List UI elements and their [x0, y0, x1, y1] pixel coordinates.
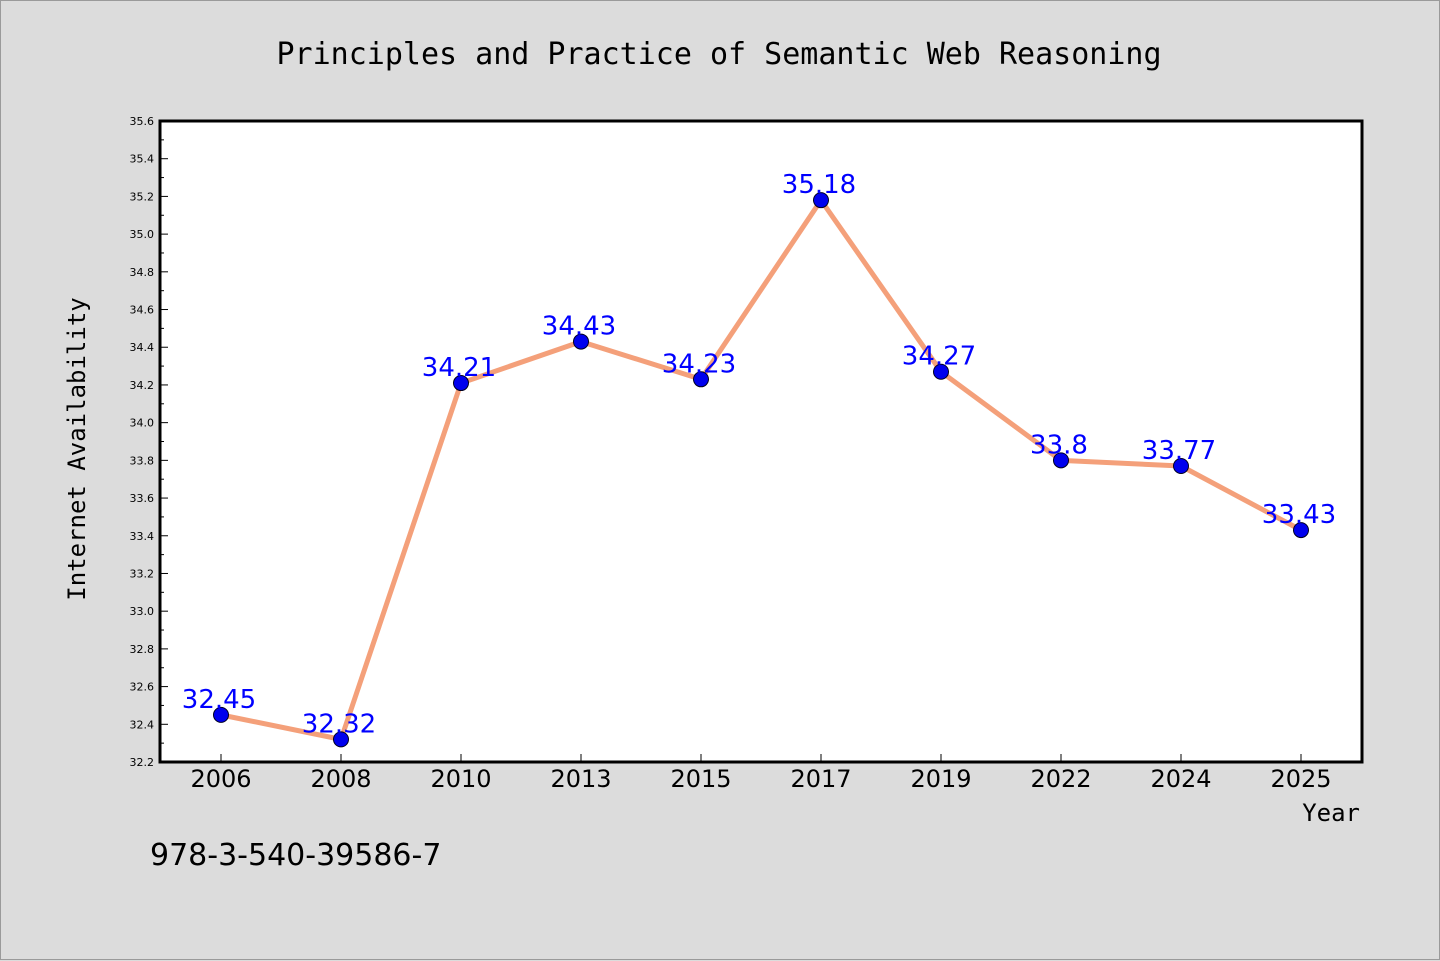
data-label: 34.23	[662, 349, 736, 379]
data-point	[1053, 452, 1069, 469]
data-label: 32.45	[182, 685, 256, 715]
y-tick-label: 34.0	[130, 417, 155, 430]
data-point	[1293, 522, 1309, 539]
data-label: 34.27	[902, 342, 976, 372]
data-point	[453, 375, 469, 392]
data-point	[933, 363, 949, 380]
plot-area	[158, 119, 1364, 764]
data-label: 33.43	[1262, 500, 1336, 530]
y-tick-label: 34.4	[130, 341, 155, 354]
y-tick-label: 33.2	[130, 567, 155, 580]
x-tick-label: 2006	[190, 765, 251, 793]
x-tick-label: 2017	[790, 765, 851, 793]
y-tick-label: 35.0	[130, 228, 155, 241]
x-tick-label: 2013	[550, 765, 611, 793]
x-tick-label: 2019	[910, 765, 971, 793]
y-tick-label: 32.2	[130, 756, 155, 769]
data-point	[1173, 458, 1189, 475]
y-tick-label: 32.8	[130, 643, 155, 656]
y-axis-title: Internet Availability	[63, 297, 91, 600]
y-tick-label: 35.6	[130, 115, 155, 128]
y-tick-label: 35.4	[130, 153, 155, 166]
data-label: 32.32	[302, 709, 376, 739]
data-point	[813, 192, 829, 209]
series-line	[220, 197, 1303, 742]
data-label: 34.21	[422, 353, 496, 383]
x-tick-label: 2008	[310, 765, 371, 793]
data-point	[333, 731, 349, 748]
y-tick-label: 33.8	[130, 454, 155, 467]
x-axis: 2006 2008 2010 2013 2015 2017 2019 2022 2024 2025	[190, 754, 1332, 793]
data-label: 34.43	[542, 312, 616, 342]
y-axis: 32.2 32.4 32.6 32.8 33.0 33.2 33.4 33.6 33.8 34.0…	[130, 115, 168, 769]
y-tick-label: 35.2	[130, 190, 155, 203]
data-label: 35.18	[782, 170, 856, 200]
y-tick-label: 33.0	[130, 605, 155, 618]
y-tick-label: 34.8	[130, 266, 155, 279]
data-label: 33.8	[1030, 430, 1088, 460]
x-tick-label: 2010	[430, 765, 491, 793]
chart-title: Principles and Practice of Semantic Web …	[276, 37, 1161, 72]
y-tick-label: 34.2	[130, 379, 155, 392]
y-tick-label: 33.6	[130, 492, 155, 505]
isbn-text: 978-3-540-39586-7	[150, 838, 441, 873]
data-point	[213, 706, 229, 723]
x-tick-label: 2022	[1030, 765, 1091, 793]
y-tick-label: 33.4	[130, 530, 155, 543]
x-tick-label: 2015	[670, 765, 731, 793]
x-axis-title: Year	[1302, 799, 1360, 827]
y-tick-label: 32.6	[130, 681, 155, 694]
y-tick-label: 32.4	[130, 718, 155, 731]
x-tick-label: 2025	[1270, 765, 1331, 793]
y-tick-label: 34.6	[130, 304, 155, 317]
data-point	[693, 371, 709, 388]
data-point	[573, 333, 589, 350]
series-layer: 32.45 32.32 34.21 34.43 34.23 35.18 34.27 33.8 3…	[182, 170, 1336, 748]
data-label: 33.77	[1142, 436, 1216, 466]
x-tick-label: 2024	[1150, 765, 1211, 793]
